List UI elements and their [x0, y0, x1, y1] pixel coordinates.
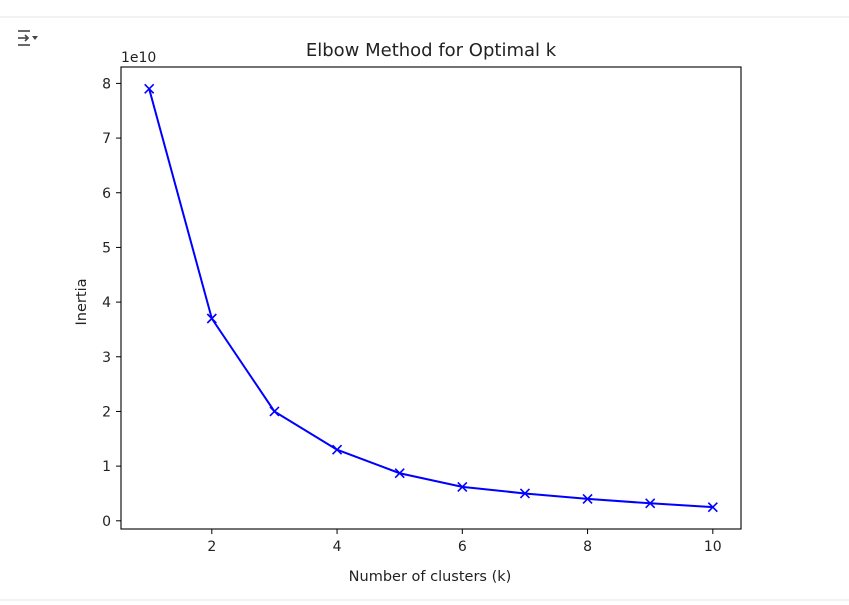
data-point-marker [645, 498, 656, 509]
x-tick-label: 2 [207, 539, 216, 555]
series-line [148, 88, 713, 509]
plot-series [144, 83, 718, 513]
y-axis-label: Inertia [74, 279, 90, 326]
data-point-marker [519, 488, 531, 499]
data-point-marker [144, 83, 155, 94]
chart-title: Elbow Method for Optimal k [306, 40, 557, 61]
y-tick-label: 8 [102, 76, 111, 92]
y-tick-label: 2 [102, 404, 111, 420]
y-tick-label: 7 [102, 131, 111, 147]
data-point-marker [582, 493, 593, 504]
data-point-marker [331, 444, 343, 455]
collapse-output-icon[interactable] [14, 26, 42, 50]
x-tick-label: 8 [583, 539, 592, 555]
x-tick-label: 10 [704, 539, 722, 555]
y-tick-label: 6 [102, 186, 111, 202]
axis-ticks: 2 4 6 8 10 0 1 2 3 4 5 6 7 8 [102, 76, 722, 555]
y-tick-label: 3 [102, 350, 111, 366]
x-tick-label: 6 [458, 539, 467, 555]
x-axis-label: Number of clusters (k) [349, 569, 512, 585]
data-point-marker [394, 468, 405, 479]
y-tick-label: 5 [102, 240, 111, 256]
data-point-marker [707, 502, 718, 513]
y-tick-label: 4 [102, 295, 111, 311]
data-point-marker [269, 406, 280, 417]
y-tick-label: 0 [102, 514, 111, 530]
y-tick-label: 1 [102, 459, 111, 475]
y-axis-offset-label: 1e10 [121, 50, 156, 66]
axes-frame [120, 66, 742, 530]
x-tick-label: 4 [333, 539, 342, 555]
data-point-marker [206, 313, 217, 324]
data-point-marker [457, 481, 468, 492]
